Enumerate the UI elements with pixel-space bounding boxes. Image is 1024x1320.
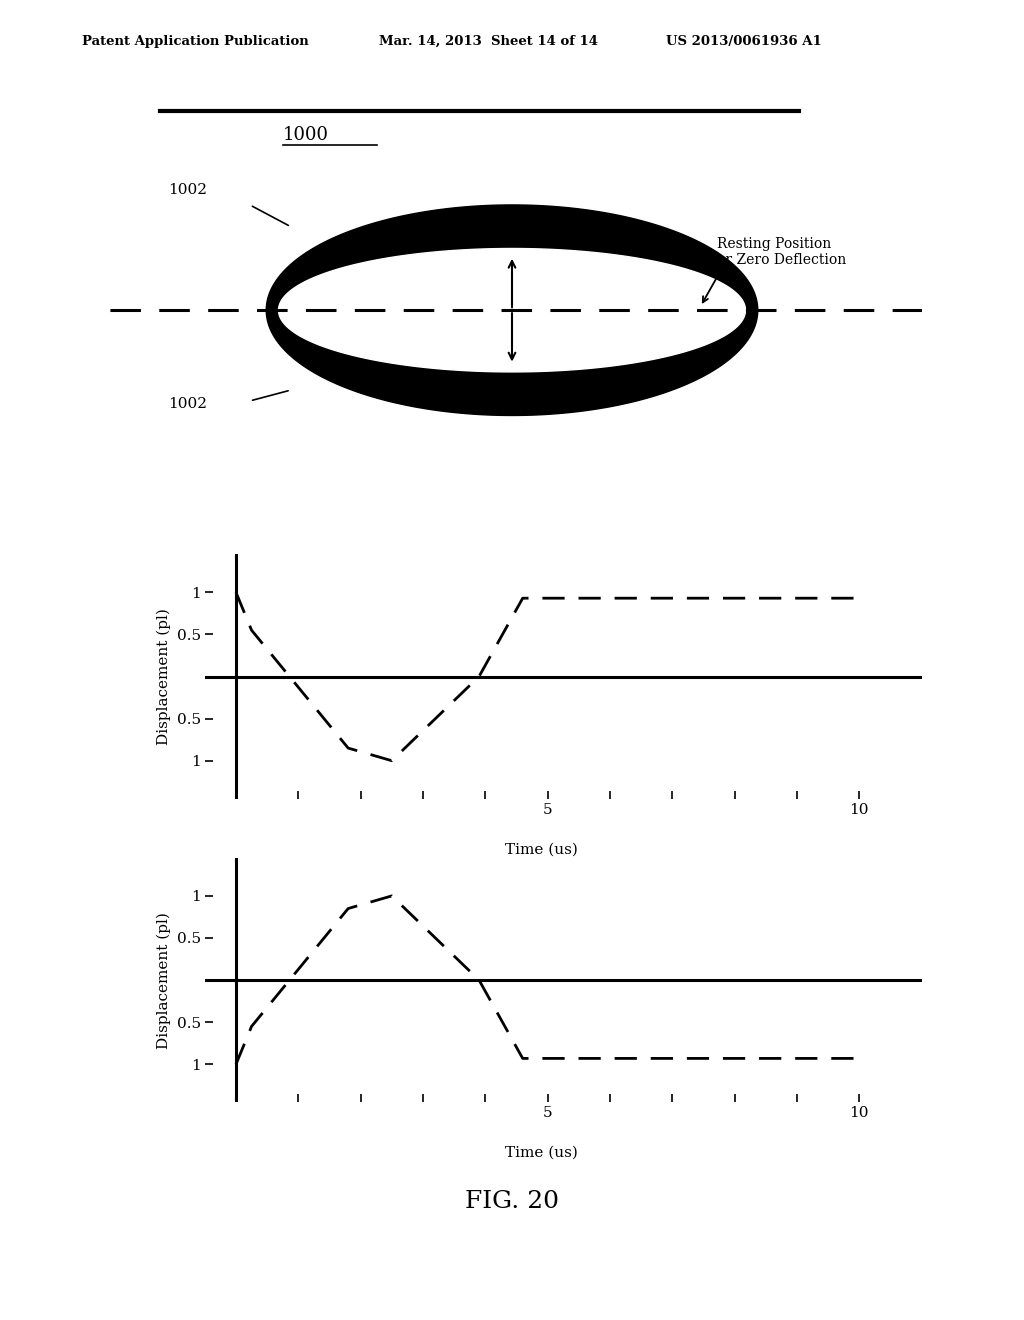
Text: Mar. 14, 2013  Sheet 14 of 14: Mar. 14, 2013 Sheet 14 of 14 [379,34,598,48]
Text: 1002: 1002 [168,183,207,197]
X-axis label: Time (us): Time (us) [505,842,579,857]
Y-axis label: Displacement (pl): Displacement (pl) [157,912,171,1048]
Text: Resting Position
or Zero Deflection: Resting Position or Zero Deflection [717,238,846,267]
Polygon shape [266,205,758,416]
Y-axis label: Displacement (pl): Displacement (pl) [157,609,171,744]
Polygon shape [279,248,745,372]
Text: 1002: 1002 [168,397,207,412]
Text: Patent Application Publication: Patent Application Publication [82,34,308,48]
X-axis label: Time (us): Time (us) [505,1146,579,1160]
Text: US 2013/0061936 A1: US 2013/0061936 A1 [666,34,821,48]
Text: FIG. 20: FIG. 20 [465,1189,559,1213]
Text: 1000: 1000 [283,125,329,144]
